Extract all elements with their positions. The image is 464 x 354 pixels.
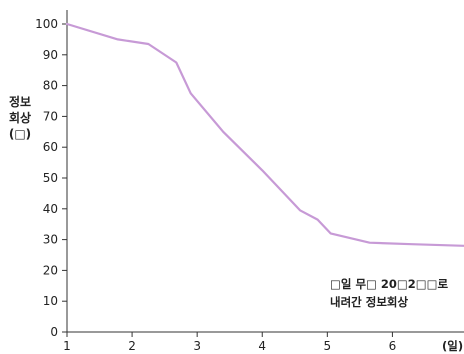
y-tick-label: 70 [43,109,58,123]
x-tick-label: 3 [193,339,201,353]
y-tick-label: 0 [50,325,58,339]
x-tick-label: 1 [63,339,71,353]
y-tick-label: 100 [35,17,58,31]
y-tick-label: 40 [43,202,58,216]
x-tick-label: 5 [324,339,332,353]
y-axis-title-line-2: 회상 [9,110,31,125]
annotation: □일 무□ 20□2□□로 내려간 정보회상 [330,277,448,309]
y-tick-label: 80 [43,79,58,93]
series-layer [65,22,464,247]
y-axis-ticks: 0 10 20 30 40 50 60 70 80 90 100 [35,17,67,339]
y-axis-title: 정보 회상 (□) [9,94,31,141]
y-axis-title-line-1: 정보 [9,94,31,109]
y-tick-label: 90 [43,48,58,62]
series-line-0 [65,22,464,247]
x-axis-unit: (일) [442,339,463,353]
y-axis-title-line-3: (□) [9,127,31,141]
y-tick-label: 10 [43,294,58,308]
x-tick-label: 4 [258,339,266,353]
annotation-line-2: 내려간 정보회상 [330,295,408,309]
y-tick-label: 60 [43,140,58,154]
y-tick-label: 30 [43,233,58,247]
y-tick-label: 20 [43,263,58,277]
y-tick-label: 50 [43,171,58,185]
x-tick-label: 2 [128,339,136,353]
x-axis-ticks: 1 2 3 4 5 6 [63,332,396,353]
annotation-line-1: □일 무□ 20□2□□로 [330,277,448,291]
x-tick-label: 6 [389,339,397,353]
